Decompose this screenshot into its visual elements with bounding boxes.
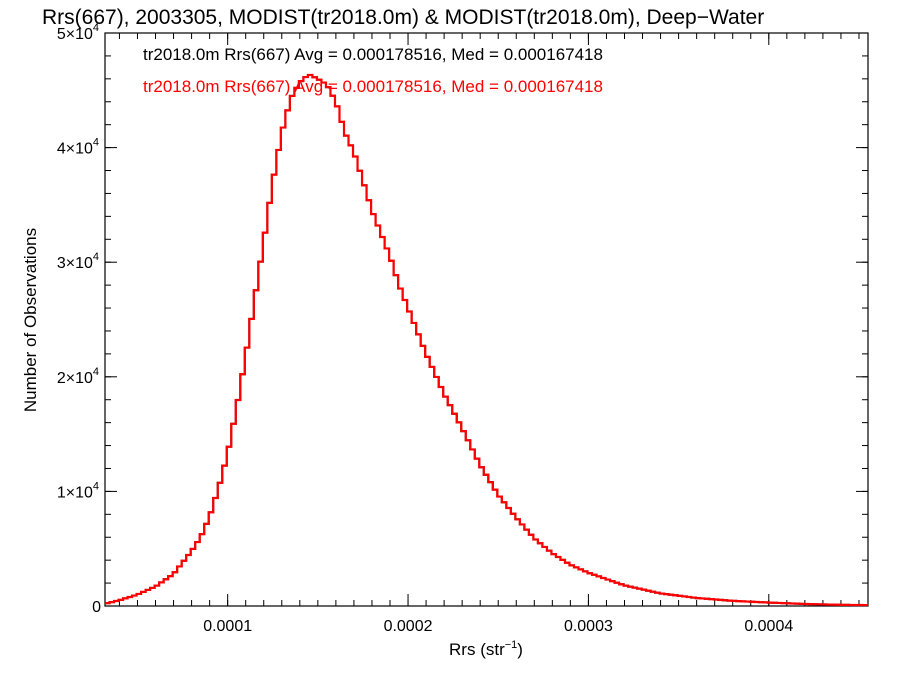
y-tick-mantissa: 1×10 [57,484,93,501]
x-axis-ticks: 0.0001 0.0002 0.0003 0.0004 [203,33,793,635]
y-tick-exponent: 4 [93,22,99,34]
x-tick-label: 0.0001 [203,618,252,635]
y-tick-exponent: 4 [93,480,99,492]
y-tick-label: 3×104 [57,251,99,272]
minor-ticks [105,32,868,607]
legend-entry-red: tr2018.0m Rrs(667) Avg = 0.000178516, Me… [143,77,603,96]
x-tick-label: 0.0003 [564,618,613,635]
y-axis-label: Number of Observations [21,228,40,412]
y-tick-label: 0 [92,599,101,616]
x-axis-label-sup: −1 [505,639,518,651]
y-tick-label: 1×104 [57,480,99,501]
y-tick-mantissa: 3×10 [57,255,93,272]
series-lines [105,73,869,607]
y-tick-exponent: 4 [93,366,99,378]
x-axis-label-end: ) [517,640,523,659]
y-tick-exponent: 4 [93,137,99,149]
chart-title: Rrs(667), 2003305, MODIST(tr2018.0m) & M… [42,6,764,29]
y-tick-label: 4×104 [57,137,99,158]
x-tick-label: 0.0002 [384,618,433,635]
x-tick-label: 0.0004 [744,618,793,635]
series-line-red [105,73,869,607]
y-tick-mantissa: 0 [92,599,101,616]
x-axis-label: Rrs (str−1) [449,639,523,659]
y-tick-label: 5×104 [57,22,99,43]
legend-entry-black: tr2018.0m Rrs(667) Avg = 0.000178516, Me… [143,45,603,64]
y-tick-mantissa: 5×10 [57,26,93,43]
x-axis-label-base: Rrs (str [449,640,505,659]
y-tick-exponent: 4 [93,251,99,263]
plot-frame [104,32,869,607]
y-tick-mantissa: 4×10 [57,141,93,158]
y-tick-label: 2×104 [57,366,99,387]
series-line-black [105,73,869,607]
y-tick-mantissa: 2×10 [57,370,93,387]
